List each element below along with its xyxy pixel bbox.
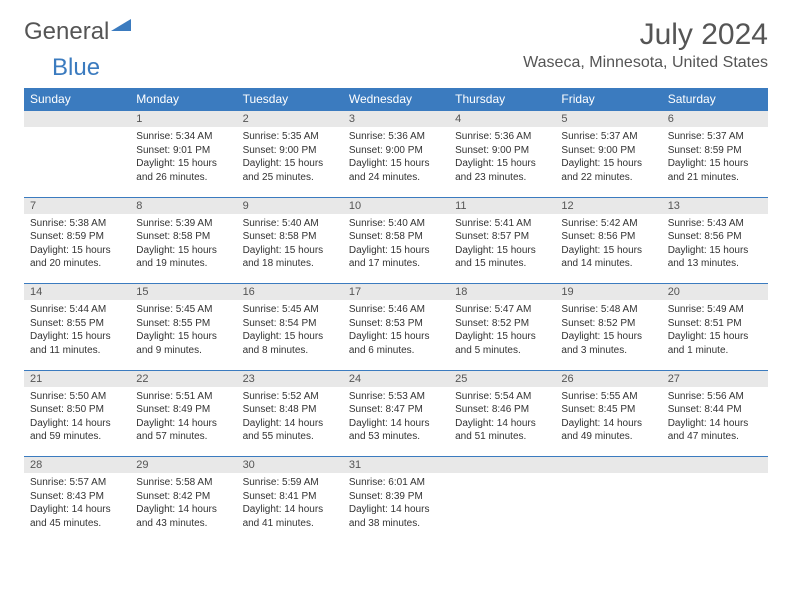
date-data-cell: Sunrise: 5:36 AMSunset: 9:00 PMDaylight:…: [343, 127, 449, 197]
date-number-cell: 15: [130, 284, 236, 301]
date-data-cell: [555, 473, 661, 543]
date-number-cell: 10: [343, 197, 449, 214]
date-number-cell: 26: [555, 370, 661, 387]
date-data-cell: [449, 473, 555, 543]
date-number-cell: [555, 457, 661, 474]
date-number-cell: 9: [237, 197, 343, 214]
day-header-row: SundayMondayTuesdayWednesdayThursdayFrid…: [24, 88, 768, 111]
date-data-cell: [662, 473, 768, 543]
date-number-cell: 8: [130, 197, 236, 214]
date-data-cell: Sunrise: 5:48 AMSunset: 8:52 PMDaylight:…: [555, 300, 661, 370]
date-number-cell: 28: [24, 457, 130, 474]
day-header-cell: Saturday: [662, 88, 768, 111]
date-number-cell: [24, 111, 130, 128]
date-data-cell: Sunrise: 5:51 AMSunset: 8:49 PMDaylight:…: [130, 387, 236, 457]
date-data-row: Sunrise: 5:57 AMSunset: 8:43 PMDaylight:…: [24, 473, 768, 543]
day-header-cell: Monday: [130, 88, 236, 111]
date-data-cell: Sunrise: 5:35 AMSunset: 9:00 PMDaylight:…: [237, 127, 343, 197]
day-header-cell: Sunday: [24, 88, 130, 111]
date-number-cell: 18: [449, 284, 555, 301]
date-number-cell: 11: [449, 197, 555, 214]
day-header-cell: Tuesday: [237, 88, 343, 111]
day-header-cell: Friday: [555, 88, 661, 111]
date-number-cell: 16: [237, 284, 343, 301]
calendar-page: General July 2024 Waseca, Minnesota, Uni…: [0, 0, 792, 555]
day-header-cell: Thursday: [449, 88, 555, 111]
date-data-cell: Sunrise: 5:55 AMSunset: 8:45 PMDaylight:…: [555, 387, 661, 457]
date-number-cell: 27: [662, 370, 768, 387]
date-data-row: Sunrise: 5:50 AMSunset: 8:50 PMDaylight:…: [24, 387, 768, 457]
date-number-cell: 1: [130, 111, 236, 128]
date-data-cell: Sunrise: 5:40 AMSunset: 8:58 PMDaylight:…: [343, 214, 449, 284]
date-number-cell: 7: [24, 197, 130, 214]
date-number-row: 14151617181920: [24, 284, 768, 301]
logo-text-2: Blue: [52, 54, 792, 82]
month-title: July 2024: [523, 18, 768, 52]
date-data-cell: Sunrise: 5:59 AMSunset: 8:41 PMDaylight:…: [237, 473, 343, 543]
date-number-cell: 3: [343, 111, 449, 128]
date-number-cell: 4: [449, 111, 555, 128]
date-data-cell: Sunrise: 5:53 AMSunset: 8:47 PMDaylight:…: [343, 387, 449, 457]
date-data-cell: Sunrise: 5:36 AMSunset: 9:00 PMDaylight:…: [449, 127, 555, 197]
logo-triangle-icon: [111, 19, 131, 31]
date-data-cell: Sunrise: 5:37 AMSunset: 9:00 PMDaylight:…: [555, 127, 661, 197]
date-data-cell: [24, 127, 130, 197]
date-number-cell: 17: [343, 284, 449, 301]
date-data-row: Sunrise: 5:38 AMSunset: 8:59 PMDaylight:…: [24, 214, 768, 284]
date-number-cell: 29: [130, 457, 236, 474]
date-data-cell: Sunrise: 5:34 AMSunset: 9:01 PMDaylight:…: [130, 127, 236, 197]
date-number-row: 78910111213: [24, 197, 768, 214]
date-data-cell: Sunrise: 5:56 AMSunset: 8:44 PMDaylight:…: [662, 387, 768, 457]
date-number-cell: 22: [130, 370, 236, 387]
logo: General: [24, 18, 131, 46]
date-data-cell: Sunrise: 5:54 AMSunset: 8:46 PMDaylight:…: [449, 387, 555, 457]
date-data-cell: Sunrise: 5:50 AMSunset: 8:50 PMDaylight:…: [24, 387, 130, 457]
date-number-cell: 31: [343, 457, 449, 474]
date-data-cell: Sunrise: 5:41 AMSunset: 8:57 PMDaylight:…: [449, 214, 555, 284]
date-number-cell: 6: [662, 111, 768, 128]
date-number-cell: 14: [24, 284, 130, 301]
date-number-cell: 25: [449, 370, 555, 387]
date-data-cell: Sunrise: 5:43 AMSunset: 8:56 PMDaylight:…: [662, 214, 768, 284]
date-number-cell: 2: [237, 111, 343, 128]
date-number-row: 21222324252627: [24, 370, 768, 387]
date-data-cell: Sunrise: 5:40 AMSunset: 8:58 PMDaylight:…: [237, 214, 343, 284]
date-data-cell: Sunrise: 5:37 AMSunset: 8:59 PMDaylight:…: [662, 127, 768, 197]
date-number-cell: 23: [237, 370, 343, 387]
date-number-cell: 30: [237, 457, 343, 474]
date-data-cell: Sunrise: 5:46 AMSunset: 8:53 PMDaylight:…: [343, 300, 449, 370]
day-header-cell: Wednesday: [343, 88, 449, 111]
date-number-cell: 20: [662, 284, 768, 301]
date-data-cell: Sunrise: 5:49 AMSunset: 8:51 PMDaylight:…: [662, 300, 768, 370]
date-data-cell: Sunrise: 5:45 AMSunset: 8:54 PMDaylight:…: [237, 300, 343, 370]
date-number-cell: [449, 457, 555, 474]
date-data-cell: Sunrise: 5:39 AMSunset: 8:58 PMDaylight:…: [130, 214, 236, 284]
date-data-cell: Sunrise: 5:47 AMSunset: 8:52 PMDaylight:…: [449, 300, 555, 370]
date-number-cell: 5: [555, 111, 661, 128]
date-data-cell: Sunrise: 5:42 AMSunset: 8:56 PMDaylight:…: [555, 214, 661, 284]
date-data-cell: Sunrise: 6:01 AMSunset: 8:39 PMDaylight:…: [343, 473, 449, 543]
logo-text-1: General: [24, 18, 109, 46]
date-data-cell: Sunrise: 5:38 AMSunset: 8:59 PMDaylight:…: [24, 214, 130, 284]
calendar-body: 123456Sunrise: 5:34 AMSunset: 9:01 PMDay…: [24, 111, 768, 544]
calendar-table: SundayMondayTuesdayWednesdayThursdayFrid…: [24, 88, 768, 543]
date-number-cell: 12: [555, 197, 661, 214]
date-number-cell: [662, 457, 768, 474]
date-data-cell: Sunrise: 5:57 AMSunset: 8:43 PMDaylight:…: [24, 473, 130, 543]
date-data-cell: Sunrise: 5:58 AMSunset: 8:42 PMDaylight:…: [130, 473, 236, 543]
date-number-cell: 21: [24, 370, 130, 387]
date-data-cell: Sunrise: 5:44 AMSunset: 8:55 PMDaylight:…: [24, 300, 130, 370]
date-number-cell: 24: [343, 370, 449, 387]
date-data-row: Sunrise: 5:44 AMSunset: 8:55 PMDaylight:…: [24, 300, 768, 370]
date-data-row: Sunrise: 5:34 AMSunset: 9:01 PMDaylight:…: [24, 127, 768, 197]
date-number-row: 123456: [24, 111, 768, 128]
date-number-cell: 19: [555, 284, 661, 301]
date-data-cell: Sunrise: 5:45 AMSunset: 8:55 PMDaylight:…: [130, 300, 236, 370]
date-data-cell: Sunrise: 5:52 AMSunset: 8:48 PMDaylight:…: [237, 387, 343, 457]
date-number-cell: 13: [662, 197, 768, 214]
date-number-row: 28293031: [24, 457, 768, 474]
